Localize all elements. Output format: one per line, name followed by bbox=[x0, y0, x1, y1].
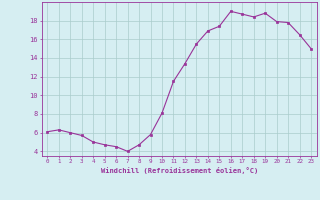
X-axis label: Windchill (Refroidissement éolien,°C): Windchill (Refroidissement éolien,°C) bbox=[100, 167, 258, 174]
